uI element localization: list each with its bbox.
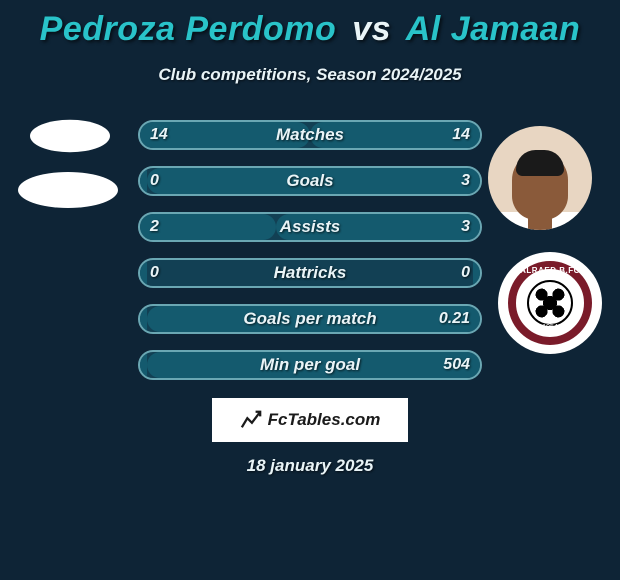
stat-value-left: 2 [150, 214, 159, 240]
player2-club-badge: ALRAED B.FC 1954 [498, 252, 602, 354]
stats-bars: Matches1414Goals03Assists23Hattricks00Go… [138, 120, 482, 396]
footer-brand-text: FcTables.com [268, 410, 381, 430]
stat-value-left: 0 [150, 260, 159, 286]
player1-club-badge [18, 172, 118, 208]
stat-row: Matches1414 [138, 120, 482, 150]
stat-row: Min per goal504 [138, 350, 482, 380]
stat-value-left: 14 [150, 122, 168, 148]
chart-icon [240, 409, 262, 431]
stat-row: Assists23 [138, 212, 482, 242]
stat-value-right: 3 [461, 214, 470, 240]
stat-value-right: 14 [452, 122, 470, 148]
date: 18 january 2025 [0, 456, 620, 476]
stat-fill-left [140, 214, 276, 240]
stat-fill-right [147, 168, 480, 194]
stat-fill-left [140, 352, 147, 378]
club-name: ALRAED B.FC [516, 266, 584, 275]
title-player1: Pedroza Perdomo [40, 10, 337, 48]
stat-value-right: 504 [443, 352, 470, 378]
stat-row: Hattricks0 0 [138, 258, 482, 288]
stat-fill-left [140, 168, 147, 194]
stat-label: Hattricks [140, 260, 480, 286]
page-title: Pedroza Perdomo vs Al Jamaan [0, 10, 620, 49]
stat-row: Goals per match0.21 [138, 304, 482, 334]
stat-fill-left [140, 260, 147, 286]
title-player2: Al Jamaan [406, 10, 581, 48]
stat-value-right: 0.21 [439, 306, 470, 332]
stat-fill-right [147, 306, 480, 332]
stat-fill-right [473, 260, 480, 286]
stat-row: Goals03 [138, 166, 482, 196]
footer-brand: FcTables.com [212, 398, 408, 442]
stat-value-left: 0 [150, 168, 159, 194]
comparison-card: Pedroza Perdomo vs Al Jamaan Club compet… [0, 0, 620, 580]
stat-value-right: 3 [461, 168, 470, 194]
stat-fill-right [147, 352, 480, 378]
club-year: 1954 [516, 324, 584, 331]
stat-fill-right [276, 214, 480, 240]
subtitle: Club competitions, Season 2024/2025 [0, 65, 620, 85]
stat-fill-left [140, 306, 147, 332]
player2-avatar [488, 126, 592, 230]
title-vs: vs [352, 10, 391, 48]
stat-value-right: 0 [461, 260, 470, 286]
player1-avatar [30, 120, 110, 152]
